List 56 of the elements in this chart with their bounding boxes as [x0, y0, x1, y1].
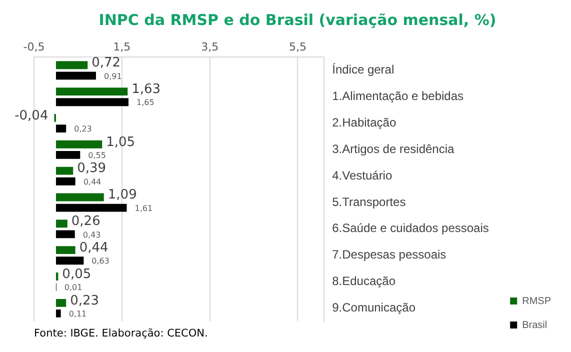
bar: [56, 124, 66, 132]
data-label: 1,63: [132, 82, 161, 97]
bar: [56, 177, 76, 186]
legend-label: RMSP: [522, 296, 552, 307]
y-tick-label: 3.Artigos de residência: [332, 142, 455, 156]
x-tick-label: 1,5: [113, 40, 131, 54]
data-label: 0,44: [83, 177, 102, 186]
y-tick-label: 8.Educação: [332, 274, 396, 288]
x-tick-label: -0,5: [23, 40, 45, 54]
y-tick-label: 5.Transportes: [332, 194, 406, 209]
bar: [56, 166, 74, 175]
data-label: 0,01: [64, 283, 82, 292]
bar: [56, 98, 129, 106]
y-tick-label: 7.Despesas pessoais: [332, 248, 446, 262]
bar: [56, 150, 80, 159]
data-label: 0,72: [92, 56, 121, 70]
bar: [56, 246, 76, 254]
y-tick-label: 4.Vestuário: [332, 168, 392, 182]
legend-label: Brasil: [522, 320, 548, 331]
data-label: 0,39: [77, 161, 106, 176]
chart-title: INPC da RMSP e do Brasil (variação mensal, %): [98, 10, 496, 29]
data-label: 0,23: [70, 293, 100, 308]
bar: [56, 256, 84, 265]
bar: [56, 72, 96, 80]
bar: [56, 230, 75, 238]
bar: [56, 61, 88, 70]
bar: [56, 272, 58, 280]
bar: [56, 220, 68, 228]
y-tick-label: 6.Saúde e cuidados pessoais: [332, 221, 489, 236]
y-tick-label: 1.Alimentação e bebidas: [332, 89, 464, 104]
data-label: 0,44: [79, 240, 108, 256]
y-tick-label: Índice geral: [332, 62, 394, 77]
data-label: 1,61: [134, 204, 153, 213]
data-label: 0,55: [88, 151, 106, 160]
x-tick-label: 3,5: [201, 40, 219, 54]
source-note: Fonte: IBGE. Elaboração: CECON.: [34, 327, 208, 340]
data-label: 1,09: [108, 188, 137, 203]
data-label: 1,65: [136, 98, 154, 108]
data-label: 1,05: [106, 134, 136, 150]
bar: [56, 298, 66, 307]
x-tick-label: 5,5: [288, 40, 306, 54]
y-tick-label: 2.Habitação: [332, 116, 396, 130]
data-label: 0,26: [71, 214, 100, 230]
data-label: 0,91: [104, 72, 122, 81]
bar: [56, 140, 102, 148]
bar: [56, 88, 128, 96]
y-tick-label: 9.Comunicação: [332, 300, 416, 315]
bar: [56, 310, 61, 318]
data-label: 0,63: [92, 256, 110, 266]
data-label: 0,43: [82, 230, 101, 240]
data-label: 0,11: [68, 310, 87, 319]
bar: [56, 204, 127, 212]
data-label: 0,23: [74, 124, 92, 134]
bar: [56, 193, 104, 202]
data-label: 0,05: [62, 266, 92, 282]
data-label: -0,04: [14, 108, 48, 124]
